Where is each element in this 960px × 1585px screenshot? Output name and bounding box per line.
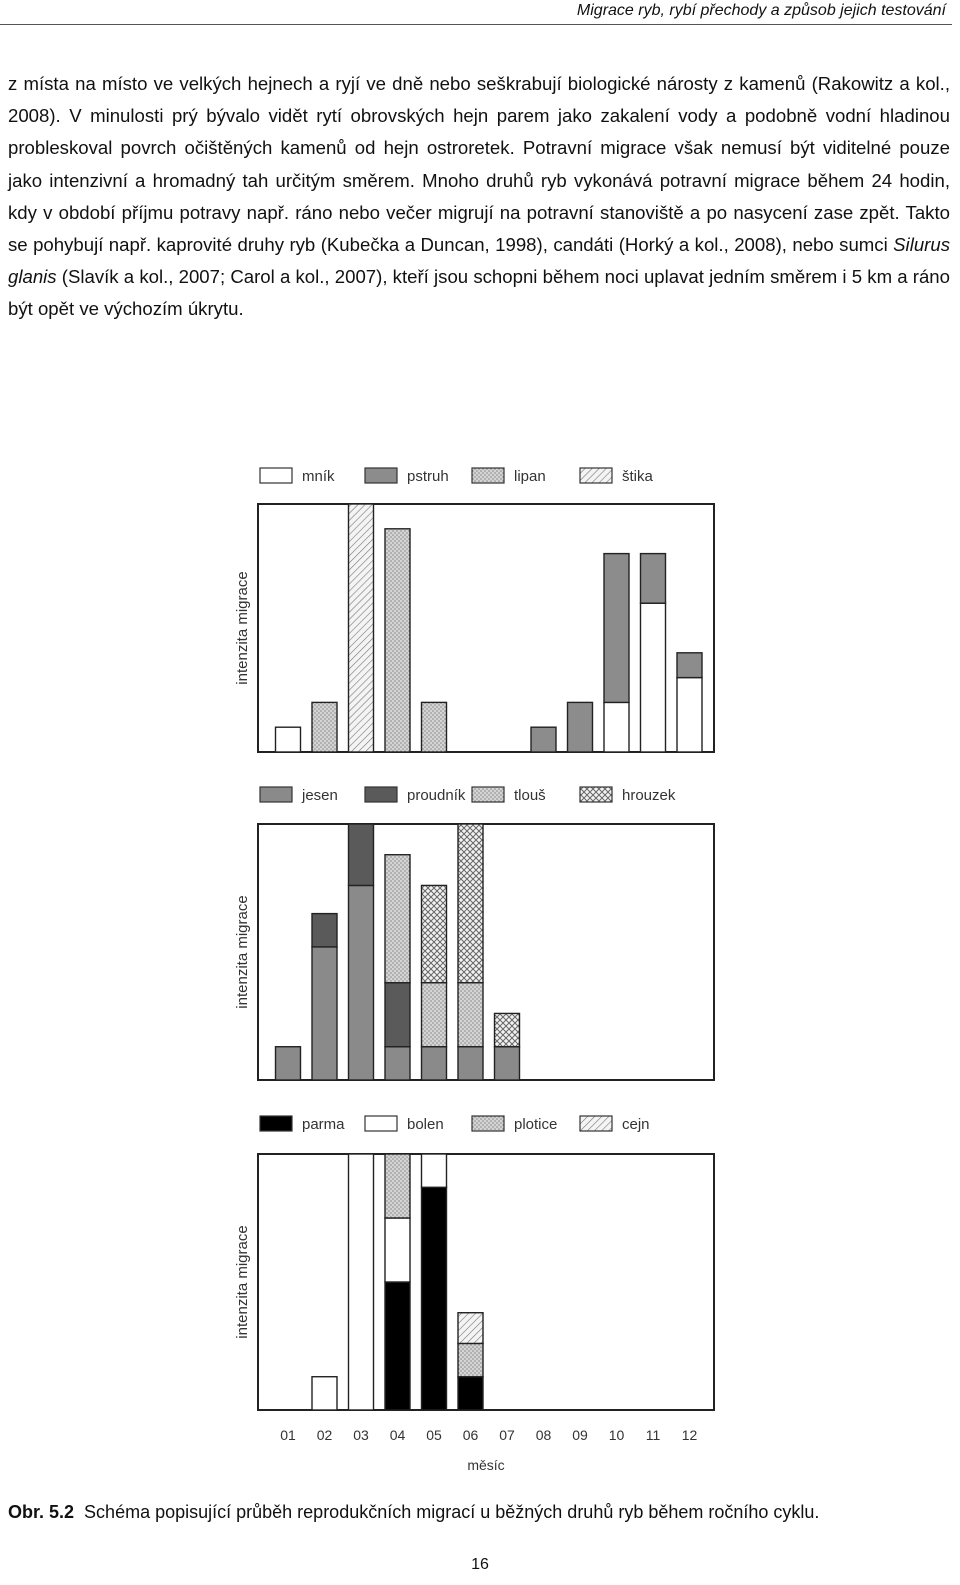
legend-swatch-štika [579, 467, 613, 484]
x-axis-label: měsíc [467, 1457, 504, 1473]
x-tick-label-04: 04 [390, 1427, 406, 1443]
bar-hrouzek-06 [457, 823, 484, 984]
paragraph-text-end: (Slavík a kol., 2007; Carol a kol., 2007… [8, 266, 950, 320]
y-axis-label: intenzita migrace [234, 895, 251, 1008]
bar-lipan-05 [420, 701, 448, 753]
legend-swatch-bolen [364, 1115, 398, 1132]
chart-frame [257, 503, 715, 753]
legend-swatch-hrouzek [579, 786, 613, 803]
legend-label-mník: mník [302, 468, 335, 485]
species-name: Silurus glanis [8, 234, 950, 288]
bar-mník-01 [274, 726, 302, 753]
legend-label-parma: parma [302, 1116, 345, 1133]
bar-jesen-04 [384, 1046, 411, 1081]
bar-tlouš-05 [420, 982, 448, 1048]
legend-swatch-plotice [471, 1115, 505, 1132]
legend-swatch-pstruh [364, 467, 398, 484]
bar-tlouš-04 [384, 854, 411, 984]
bar-jesen-06 [457, 1046, 484, 1081]
bar-proudník-04 [384, 982, 411, 1048]
legend-swatch-jesen [259, 786, 293, 803]
legend-label-pstruh: pstruh [407, 468, 449, 485]
bar-jesen-01 [274, 1046, 302, 1081]
bar-proudník-02 [311, 912, 338, 948]
bar-bolen-02 [311, 1376, 338, 1411]
running-header: Migrace ryb, rybí přechody a způsob jeji… [0, 0, 952, 25]
legend-label-plotice: plotice [514, 1116, 557, 1133]
x-tick-label-03: 03 [353, 1427, 369, 1443]
bar-mník-11 [639, 602, 667, 753]
paragraph-text-start: z místa na místo ve velkých hejnech a ry… [8, 73, 950, 256]
bar-jesen-05 [420, 1046, 448, 1081]
bar-hrouzek-07 [493, 1012, 521, 1048]
x-tick-label-09: 09 [572, 1427, 588, 1443]
bar-pstruh-08 [530, 726, 557, 753]
running-title: Migrace ryb, rybí přechody a způsob jeji… [576, 2, 946, 19]
page-number: 16 [471, 1556, 489, 1573]
chart-panel-3: parma bolen plotice cejn intenzita migrace 01… [234, 1115, 715, 1473]
bar-mník-10 [603, 701, 630, 753]
legend-swatch-tlouš [471, 786, 505, 803]
bar-bolen-03 [347, 1153, 375, 1411]
chart-frame [257, 1153, 715, 1411]
legend-swatch-lipan [471, 467, 505, 484]
legend-label-jesen: jesen [301, 787, 338, 804]
bar-bolen-04 [384, 1217, 411, 1283]
legend-label-hrouzek: hrouzek [622, 787, 676, 804]
legend-swatch-parma [259, 1115, 293, 1132]
bar-pstruh-09 [566, 701, 594, 753]
body-paragraph: z místa na místo ve velkých hejnech a ry… [8, 68, 950, 326]
x-tick-label-08: 08 [536, 1427, 552, 1443]
bar-mník-12 [676, 676, 703, 753]
legend-label-cejn: cejn [622, 1116, 650, 1133]
bar-jesen-02 [311, 946, 338, 1081]
bar-jesen-07 [493, 1046, 521, 1081]
bar-tlouš-06 [457, 982, 484, 1048]
x-tick-label-01: 01 [280, 1427, 296, 1443]
bar-proudník-03 [347, 823, 375, 887]
chart-panel-1: mník pstruh lipan štika intenzita migrace [234, 467, 715, 753]
legend-swatch-mník [259, 467, 293, 484]
bar-štika-03 [347, 503, 375, 753]
bar-pstruh-11 [639, 552, 667, 604]
legend-label-lipan: lipan [514, 468, 546, 485]
bar-parma-06 [457, 1376, 484, 1411]
bar-pstruh-10 [603, 552, 630, 704]
caption-label: Obr. 5.2 [8, 1502, 75, 1522]
chart-frame [257, 823, 715, 1081]
chart-panel-2: jesen proudník tlouš hrouzek intenzita migra… [234, 786, 715, 1081]
x-tick-label-05: 05 [426, 1427, 442, 1443]
x-tick-label-06: 06 [463, 1427, 479, 1443]
bar-hrouzek-05 [420, 884, 448, 984]
bar-bolen-05 [420, 1153, 448, 1188]
x-tick-label-02: 02 [317, 1427, 333, 1443]
bar-jesen-03 [347, 884, 375, 1081]
legend-swatch-proudník [364, 786, 398, 803]
x-tick-label-07: 07 [499, 1427, 515, 1443]
y-axis-label: intenzita migrace [234, 1225, 251, 1338]
bar-pstruh-12 [676, 652, 703, 679]
legend-label-tlouš: tlouš [514, 787, 546, 804]
x-tick-label-10: 10 [609, 1427, 625, 1443]
caption-text: Schéma popisující průběh reprodukčních m… [84, 1502, 820, 1522]
bar-parma-05 [420, 1186, 448, 1411]
bar-lipan-02 [311, 701, 338, 753]
bar-lipan-04 [384, 528, 411, 753]
figure-caption: Obr. 5.2 Schéma popisující průběh reprodu… [8, 1502, 819, 1523]
legend-label-štika: štika [622, 468, 654, 485]
x-tick-label-11: 11 [646, 1427, 661, 1443]
legend-swatch-cejn [579, 1115, 613, 1132]
x-tick-label-12: 12 [682, 1427, 698, 1443]
bar-plotice-06 [457, 1342, 484, 1378]
bar-plotice-04 [384, 1153, 411, 1219]
bar-parma-04 [384, 1281, 411, 1411]
y-axis-label: intenzita migrace [234, 571, 251, 684]
legend-label-bolen: bolen [407, 1116, 444, 1133]
bar-cejn-06 [457, 1312, 484, 1345]
legend-label-proudník: proudník [407, 787, 466, 804]
